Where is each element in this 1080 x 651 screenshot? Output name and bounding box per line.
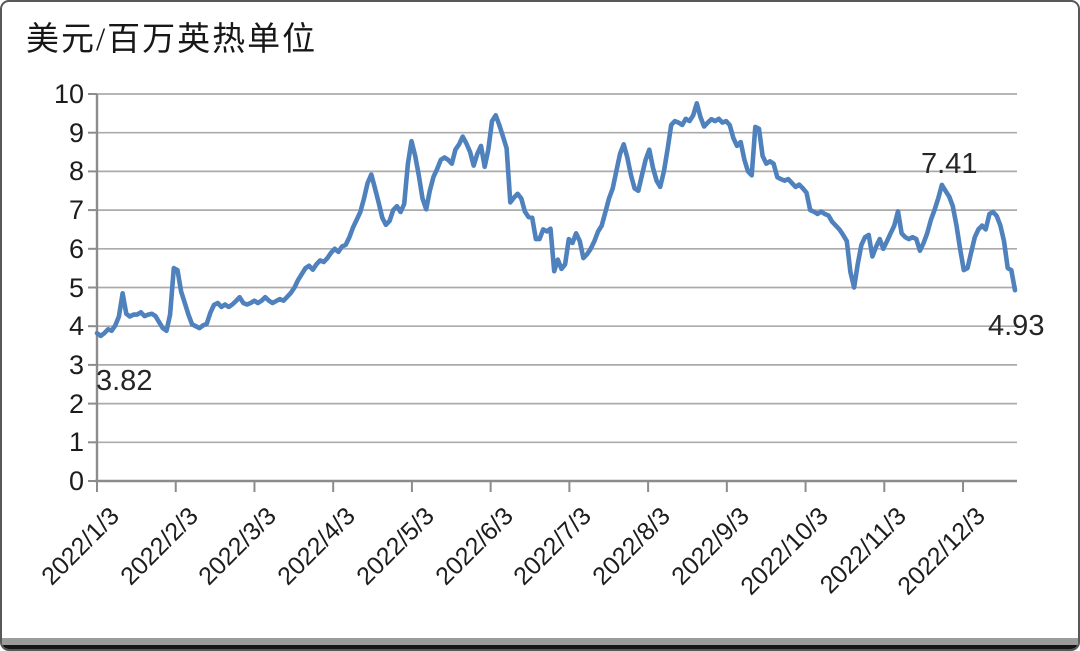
y-axis-tick-label: 3 [68,349,84,380]
data-label-end-value: 4.93 [988,310,1045,342]
y-axis-tick-label: 8 [68,156,84,187]
y-axis-tick-label: 10 [53,79,84,109]
y-axis-tick-label: 9 [68,117,84,148]
price-line-series [94,101,1018,339]
y-axis-tick-label: 2 [68,388,84,419]
y-axis-tick-label: 6 [68,233,84,264]
chart-title: 美元/百万英热单位 [26,22,318,58]
y-axis-tick-label: 5 [68,272,84,303]
y-axis-tick-label: 4 [68,311,84,342]
frame-bottom-shadow [2,638,1078,649]
y-axis-tick-label: 1 [68,427,84,458]
data-label-peak-value: 7.41 [921,148,978,180]
data-label-start-value: 3.82 [96,365,153,397]
y-axis-tick-label: 0 [68,466,84,496]
y-axis-tick-label: 7 [68,195,84,226]
